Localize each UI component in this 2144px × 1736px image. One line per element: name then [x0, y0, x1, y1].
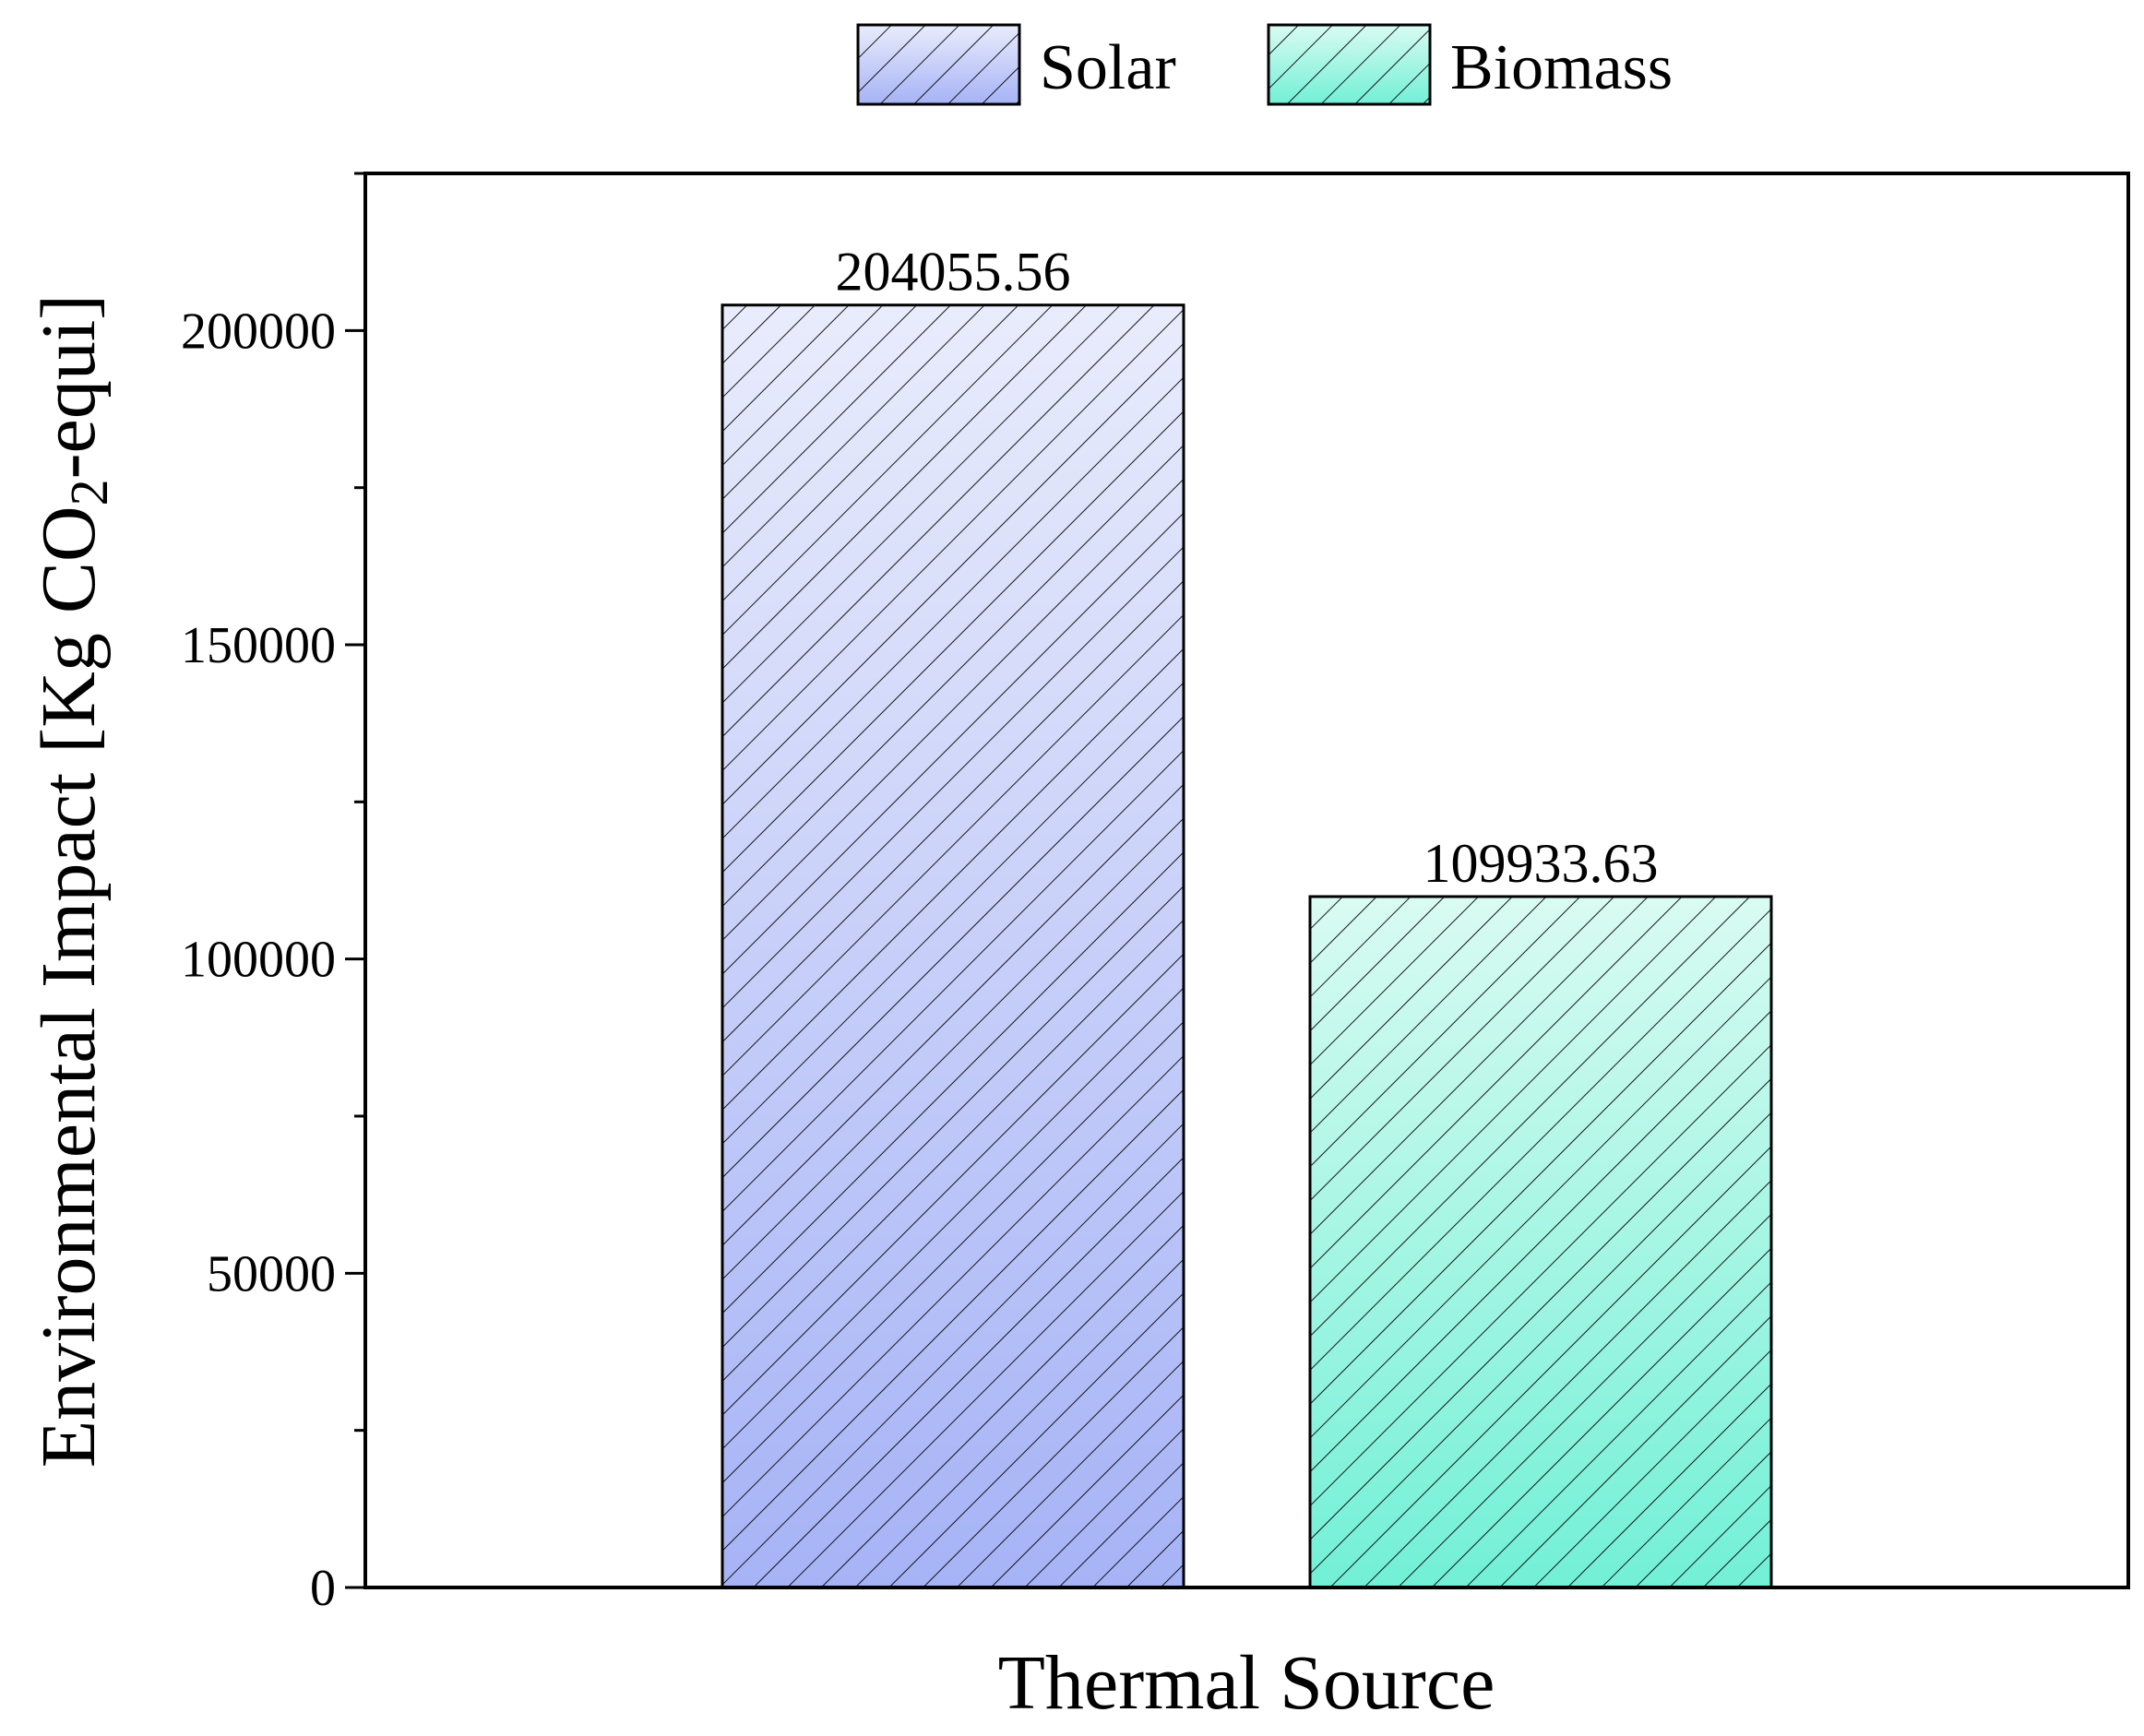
y-axis-title: Environmental Impact [Kg CO2-equi] [26, 294, 119, 1468]
bar-solar-hatch [721, 303, 1185, 1589]
plot-frame [363, 172, 2130, 1589]
y-axis-title-subscript: 2 [59, 479, 119, 505]
legend-swatch-solar-hatch [856, 23, 1021, 106]
y-tick-label: 200000 [181, 303, 336, 360]
data-label-solar: 204055.56 [836, 242, 1071, 303]
legend-label-biomass: Biomass [1450, 32, 1673, 103]
y-axis-title-suffix: -equi] [26, 294, 112, 480]
bar-biomass-hatch [1308, 895, 1773, 1589]
y-tick-label: 50000 [207, 1245, 336, 1302]
y-tick-label: 150000 [181, 617, 336, 674]
data-labels-layer: 204055.56 109933.63 [836, 242, 1659, 894]
legend: Solar Biomass [856, 23, 1673, 106]
y-axis-title-main: Environmental Impact [Kg CO [26, 505, 112, 1468]
x-axis-title: Thermal Source [998, 1640, 1495, 1726]
legend-label-solar: Solar [1040, 32, 1176, 103]
y-tick-label: 100000 [181, 932, 336, 989]
y-tick-label: 0 [310, 1560, 336, 1617]
y-axis: 0 50000 100000 150000 200000 [181, 172, 365, 1617]
bars-layer [721, 303, 1773, 1589]
legend-swatch-biomass-hatch [1267, 23, 1432, 106]
data-label-biomass: 109933.63 [1423, 833, 1659, 894]
